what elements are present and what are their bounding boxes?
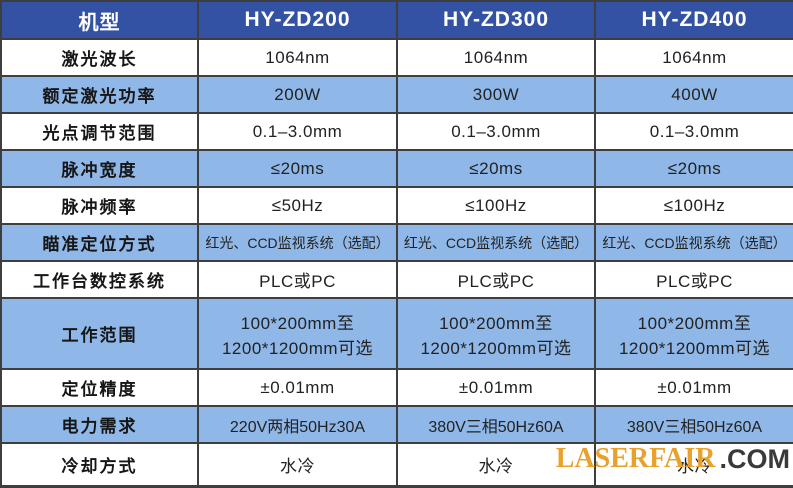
table-row-aiming-positioning: 瞄准定位方式 红光、CCD监视系统（选配） 红光、CCD监视系统（选配） 红光、… <box>0 223 793 262</box>
row-label: 冷却方式 <box>0 442 199 487</box>
cell-value: ±0.01mm <box>594 368 793 407</box>
table-header-row: 机型 HY-ZD200 HY-ZD300 HY-ZD400 <box>0 0 793 40</box>
cell-value: 400W <box>594 75 793 114</box>
row-label: 脉冲宽度 <box>0 149 199 188</box>
cell-value: ±0.01mm <box>396 368 596 407</box>
table-row-pulse-width: 脉冲宽度 ≤20ms ≤20ms ≤20ms <box>0 149 793 188</box>
row-label: 电力需求 <box>0 405 199 444</box>
table-row-working-range: 工作范围 100*200mm至 1200*1200mm可选 100*200mm至… <box>0 297 793 370</box>
cell-value: 0.1–3.0mm <box>594 112 793 151</box>
cell-value: PLC或PC <box>197 260 398 299</box>
table-row-positioning-accuracy: 定位精度 ±0.01mm ±0.01mm ±0.01mm <box>0 368 793 407</box>
cell-value: 380V三相50Hz60A <box>396 405 596 444</box>
row-label: 定位精度 <box>0 368 199 407</box>
cell-value: 100*200mm至 1200*1200mm可选 <box>396 297 596 370</box>
cell-value: 100*200mm至 1200*1200mm可选 <box>197 297 398 370</box>
cell-value: 水冷 <box>197 442 398 487</box>
table-row-rated-laser-power: 额定激光功率 200W 300W 400W <box>0 75 793 114</box>
row-label: 工作台数控系统 <box>0 260 199 299</box>
cell-value: 水冷 <box>396 442 596 487</box>
table-row-spot-adjust-range: 光点调节范围 0.1–3.0mm 0.1–3.0mm 0.1–3.0mm <box>0 112 793 151</box>
cell-value: 1064nm <box>396 38 596 77</box>
cell-value: ≤20ms <box>396 149 596 188</box>
cell-value: 红光、CCD监视系统（选配） <box>197 223 398 262</box>
cell-value: ≤100Hz <box>594 186 793 225</box>
cell-value: 0.1–3.0mm <box>197 112 398 151</box>
cell-value: ≤20ms <box>594 149 793 188</box>
header-corner-model-type: 机型 <box>0 0 199 40</box>
cell-value: 水冷 <box>594 442 793 487</box>
cell-value: 220V两相50Hz30A <box>197 405 398 444</box>
cell-value: 200W <box>197 75 398 114</box>
row-label: 瞄准定位方式 <box>0 223 199 262</box>
cell-value: 1064nm <box>594 38 793 77</box>
cell-value: PLC或PC <box>396 260 596 299</box>
table-row-worktable-nc-system: 工作台数控系统 PLC或PC PLC或PC PLC或PC <box>0 260 793 299</box>
cell-value: 300W <box>396 75 596 114</box>
header-model-hy-zd400: HY-ZD400 <box>594 0 793 40</box>
cell-value: 红光、CCD监视系统（选配） <box>594 223 793 262</box>
header-model-hy-zd200: HY-ZD200 <box>197 0 398 40</box>
cell-value: 1064nm <box>197 38 398 77</box>
cell-value: 0.1–3.0mm <box>396 112 596 151</box>
table-row-power-requirement: 电力需求 220V两相50Hz30A 380V三相50Hz60A 380V三相5… <box>0 405 793 444</box>
cell-value: 100*200mm至 1200*1200mm可选 <box>594 297 793 370</box>
row-label: 光点调节范围 <box>0 112 199 151</box>
table-row-pulse-frequency: 脉冲频率 ≤50Hz ≤100Hz ≤100Hz <box>0 186 793 225</box>
header-model-hy-zd300: HY-ZD300 <box>396 0 596 40</box>
cell-value: ±0.01mm <box>197 368 398 407</box>
row-label: 额定激光功率 <box>0 75 199 114</box>
cell-value: 380V三相50Hz60A <box>594 405 793 444</box>
cell-value: 红光、CCD监视系统（选配） <box>396 223 596 262</box>
row-label: 工作范围 <box>0 297 199 370</box>
row-label: 激光波长 <box>0 38 199 77</box>
cell-value: ≤100Hz <box>396 186 596 225</box>
table-row-laser-wavelength: 激光波长 1064nm 1064nm 1064nm <box>0 38 793 77</box>
table-row-cooling-method: 冷却方式 水冷 水冷 水冷 <box>0 442 793 487</box>
row-label: 脉冲频率 <box>0 186 199 225</box>
cell-value: ≤20ms <box>197 149 398 188</box>
cell-value: PLC或PC <box>594 260 793 299</box>
cell-value: ≤50Hz <box>197 186 398 225</box>
